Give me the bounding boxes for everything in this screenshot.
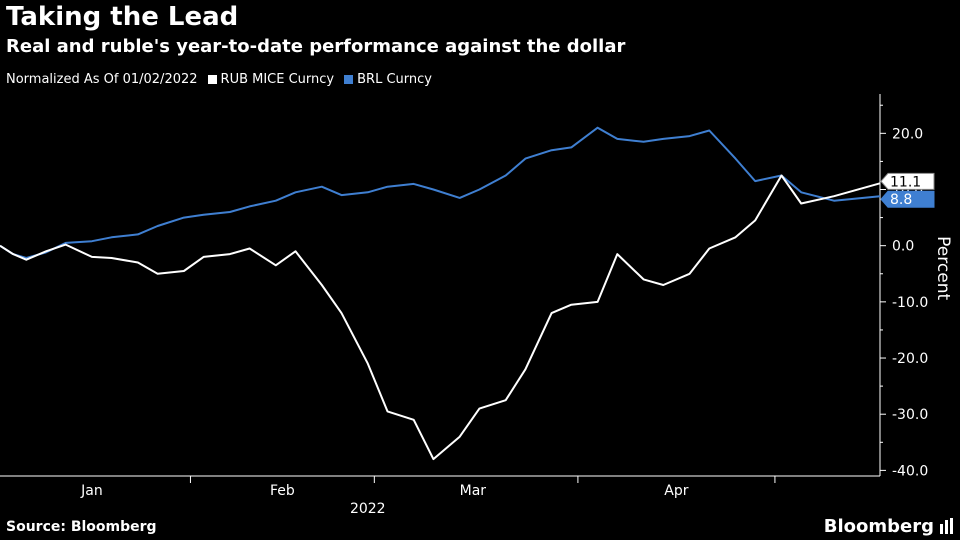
- end-labels: 11.1 8.8: [880, 172, 935, 208]
- legend-swatch-brl: [344, 75, 354, 84]
- legend-label-rub: RUB MICE Curncy: [220, 72, 335, 87]
- end-value-tag-brl: 8.8: [880, 190, 935, 208]
- series-layer: [0, 126, 881, 461]
- legend-item-brl: BRL Curncy: [344, 72, 432, 87]
- legend-item-rub: RUB MICE Curncy: [207, 72, 335, 87]
- x-tick-label: Mar: [460, 483, 487, 499]
- x-axis-label: 2022: [350, 501, 386, 517]
- legend-label-brl: BRL Curncy: [357, 72, 432, 87]
- bloomberg-logo: Bloomberg: [823, 516, 934, 537]
- y-tick-label: -10.0: [892, 295, 928, 311]
- series-line-rub: [0, 174, 881, 461]
- end-value-tag-shape: [880, 190, 935, 208]
- y-tick-label: 20.0: [892, 126, 923, 142]
- end-value-label: 11.1: [890, 174, 921, 190]
- y-tick-label: -30.0: [892, 407, 928, 423]
- y-tick-label: -20.0: [892, 351, 928, 367]
- end-value-label: 8.8: [890, 192, 912, 208]
- y-axis-label: Percent: [933, 236, 953, 300]
- x-tick-label: Jan: [80, 483, 103, 499]
- series-line-brl: [0, 126, 881, 259]
- y-tick-label: -40.0: [892, 463, 928, 479]
- y-tick-label: 0.0: [892, 239, 914, 255]
- source-note: Source: Bloomberg: [6, 519, 157, 535]
- end-value-tag-rub: 11.1: [880, 172, 935, 190]
- legend-swatch-rub: [207, 75, 217, 84]
- chart-subtitle: Real and ruble's year-to-date performanc…: [6, 36, 626, 57]
- end-value-tag-shape: [880, 172, 935, 190]
- x-tick-label: Apr: [664, 483, 688, 499]
- bloomberg-icon: [940, 518, 953, 534]
- chart-title: Taking the Lead: [6, 2, 239, 32]
- legend: Normalized As Of 01/02/2022 RUB MICE Cur…: [6, 72, 432, 87]
- normalization-note: Normalized As Of 01/02/2022: [6, 72, 198, 87]
- x-tick-label: Feb: [270, 483, 295, 499]
